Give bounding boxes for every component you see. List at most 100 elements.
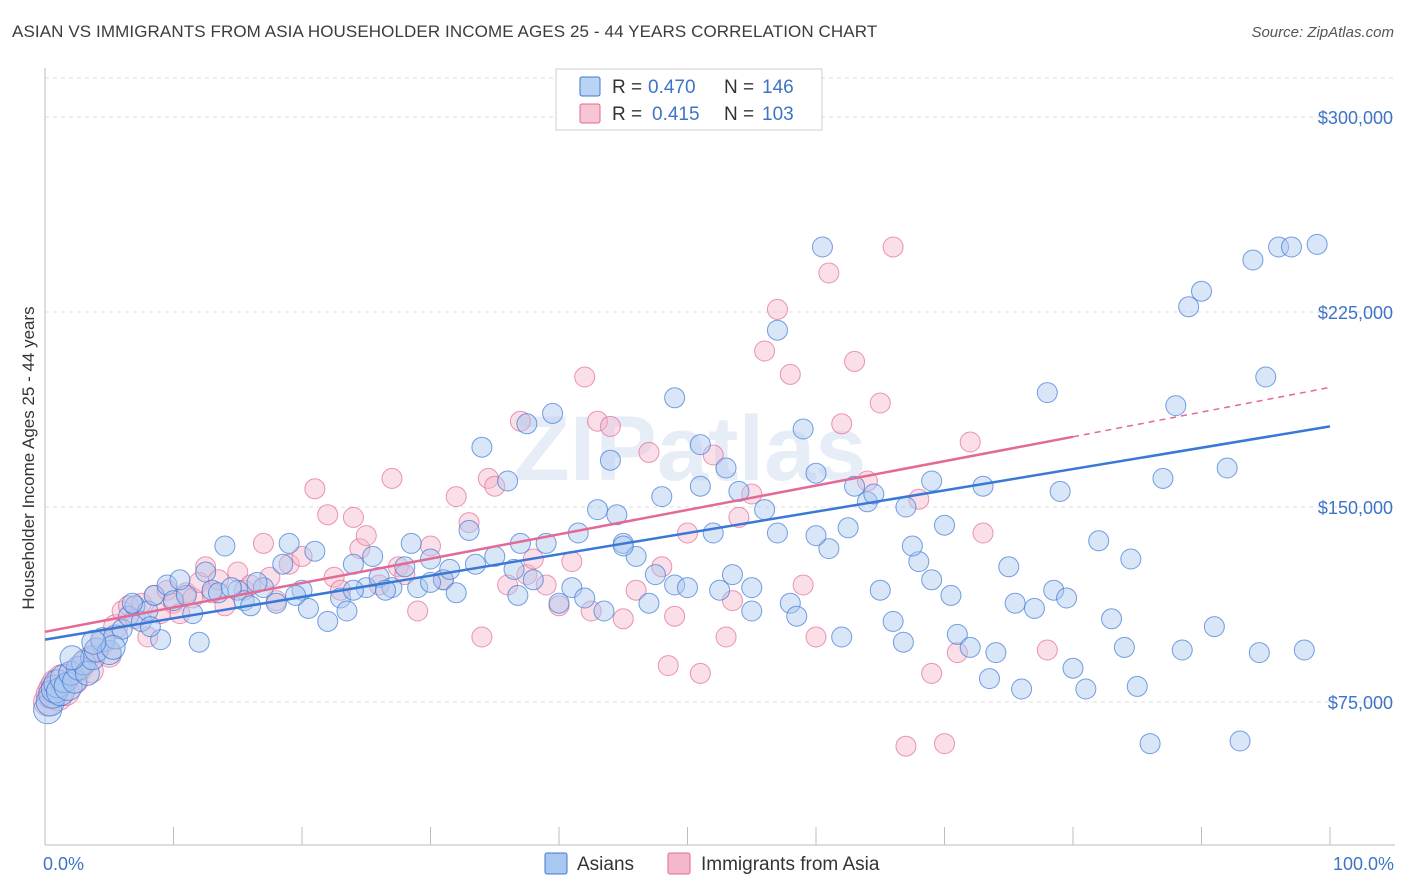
data-point: [1165, 395, 1187, 417]
data-point: [100, 634, 126, 660]
data-point: [484, 475, 506, 497]
data-point: [934, 514, 955, 536]
watermark: ZIPatlas: [514, 398, 867, 500]
data-point: [1255, 366, 1277, 388]
data-point: [362, 545, 384, 567]
data-point: [657, 655, 679, 677]
data-point: [297, 597, 319, 619]
data-point: [593, 600, 615, 622]
data-point: [137, 626, 159, 648]
data-point: [1229, 730, 1251, 752]
data-point: [689, 662, 711, 684]
legend-n-value-1: 146: [762, 77, 794, 98]
data-point: [599, 415, 621, 437]
data-point: [895, 496, 917, 518]
data-point: [766, 522, 788, 544]
source-label: Source: ZipAtlas.com: [1251, 24, 1394, 41]
data-point: [837, 517, 859, 539]
legend-n-label-1: N =: [724, 77, 754, 98]
data-point: [805, 525, 827, 547]
data-point: [1268, 236, 1290, 258]
data-point: [709, 579, 731, 601]
data-point: [522, 569, 544, 591]
data-point: [516, 413, 538, 435]
data-point: [439, 558, 461, 580]
legend-r-value-2: 0.415: [652, 104, 700, 125]
data-point: [207, 569, 229, 591]
data-point: [375, 579, 397, 601]
data-point: [959, 636, 981, 658]
data-point: [317, 610, 339, 632]
data-point: [715, 457, 737, 479]
data-point: [985, 642, 1007, 664]
data-point: [863, 483, 885, 505]
data-point: [503, 558, 525, 580]
data-point: [895, 735, 917, 757]
legend-r-label-1: R =: [612, 77, 642, 98]
data-point: [805, 462, 827, 484]
data-point: [1004, 592, 1026, 614]
data-point: [278, 532, 300, 554]
data-point: [644, 564, 666, 586]
data-point: [587, 499, 609, 521]
data-point: [664, 387, 686, 409]
data-point: [766, 298, 788, 320]
x-tick-label-end: 100.0%: [1333, 854, 1394, 874]
data-point: [892, 631, 914, 653]
data-point: [394, 556, 416, 578]
data-point: [625, 579, 647, 601]
data-point: [74, 660, 100, 686]
data-point: [407, 600, 429, 622]
data-point: [259, 566, 281, 588]
data-point: [330, 587, 352, 609]
data-point: [1062, 657, 1084, 679]
data-point: [721, 564, 743, 586]
legend-r-label-2: R =: [612, 104, 642, 125]
data-point: [651, 486, 673, 508]
data-point: [606, 504, 628, 526]
data-point: [278, 553, 300, 575]
data-point: [1036, 382, 1058, 404]
data-point: [908, 551, 930, 573]
data-point: [1049, 480, 1071, 502]
data-point: [689, 434, 711, 456]
data-point: [1306, 233, 1328, 255]
data-point: [445, 582, 467, 604]
x-tick-label-start: 0.0%: [43, 854, 84, 874]
data-point: [1139, 733, 1161, 755]
legend-r-value-1: 0.470: [648, 77, 696, 98]
data-point: [139, 616, 161, 638]
data-point: [946, 642, 968, 664]
data-point: [336, 600, 358, 622]
data-point: [507, 584, 529, 606]
trend-line-immigrants-extension: [1072, 386, 1331, 438]
data-point: [599, 449, 621, 471]
data-point: [786, 605, 808, 627]
data-point: [754, 499, 776, 521]
data-point: [1113, 636, 1135, 658]
data-point: [381, 467, 403, 489]
y-tick-label: $300,000: [1318, 108, 1393, 128]
data-point: [818, 538, 840, 560]
data-point: [90, 627, 116, 653]
data-point: [921, 470, 943, 492]
bottom-legend: Asians Immigrants from Asia: [544, 852, 880, 875]
data-point: [754, 340, 776, 362]
data-point: [1120, 548, 1142, 570]
data-point: [940, 584, 962, 606]
bottom-legend-label-asians: Asians: [577, 854, 634, 875]
data-point: [1191, 280, 1212, 302]
data-point: [121, 592, 143, 614]
data-point: [741, 577, 763, 599]
data-point: [548, 592, 570, 614]
data-point: [81, 629, 107, 655]
data-point: [1248, 642, 1270, 664]
data-point: [638, 441, 660, 463]
data-point: [252, 532, 274, 554]
legend-n-label-2: N =: [724, 104, 754, 125]
data-point: [574, 587, 596, 609]
data-point: [1242, 249, 1264, 271]
data-point: [1075, 678, 1097, 700]
data-point: [921, 569, 943, 591]
data-point: [1126, 675, 1148, 697]
